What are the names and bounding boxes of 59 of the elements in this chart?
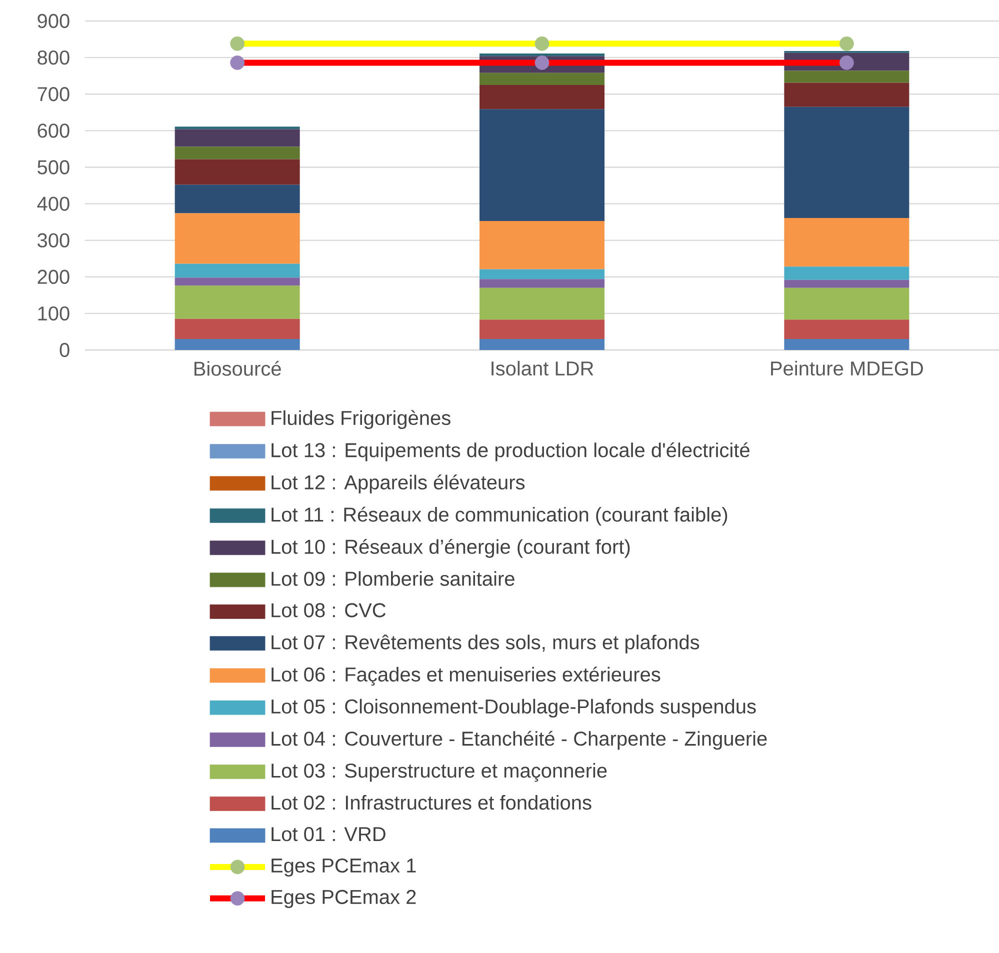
bar	[174, 159, 300, 185]
y-tick-label: 400	[37, 196, 70, 211]
bar	[174, 184, 300, 214]
bar	[784, 320, 910, 340]
y-tick-label: 700	[38, 87, 70, 102]
legend-label: Lot 06 : Façades et menuiseries extérieures	[272, 666, 660, 686]
legend-label: Lot 11 : Réseaux de communication (courant faible)	[272, 506, 728, 526]
y-tick-label: 900	[38, 14, 70, 28]
bar	[480, 220, 605, 270]
bar	[784, 218, 910, 267]
bar	[480, 320, 605, 340]
y-tick-label: 100	[38, 306, 70, 321]
bar	[480, 84, 605, 110]
legend-label: Lot 10 : Réseaux d’énergie (courant fort)	[272, 538, 630, 558]
bar	[480, 54, 605, 56]
bar	[784, 280, 910, 288]
bar	[174, 278, 300, 286]
legend-label: Lot 13 : Equipements de production locale d'électricité	[272, 442, 750, 462]
y-tick-label: 300	[38, 233, 70, 248]
legend-label: Lot 02 : Infrastructures et fondations	[272, 795, 592, 810]
bar	[174, 213, 300, 264]
legend-label: Lot 09 : Plomberie sanitaire	[272, 571, 514, 586]
legend-label: Lot 04 : Couverture - Etanchéité - Charpente - Zinguerie	[272, 730, 767, 750]
bar	[784, 266, 910, 280]
legend-label: Eges PCEmax 1	[272, 858, 416, 877]
legend-label: Lot 08 : CVC	[272, 603, 386, 618]
legend-label: Fluides Frigorigènes	[272, 410, 450, 430]
legend-label: Lot 07 : Revêtements des sols, murs et plafonds	[272, 634, 700, 654]
bar	[480, 72, 605, 85]
bar	[480, 339, 605, 350]
legend-label: Lot 05 : Cloisonnement-Doublage-Plafonds suspendus	[272, 698, 756, 718]
x-tick-label: Isolant LDR	[492, 360, 594, 376]
bar	[784, 339, 910, 350]
y-tick-label: 500	[38, 160, 70, 174]
y-tick-label: 200	[38, 270, 70, 284]
bar	[480, 109, 605, 221]
y-tick-label: 0	[60, 342, 70, 358]
bar	[784, 70, 910, 83]
bar	[174, 126, 300, 130]
bar	[174, 318, 300, 340]
bar	[784, 82, 910, 107]
bar	[174, 286, 300, 319]
bar	[480, 279, 605, 288]
x-tick-label: Biosourcé	[194, 360, 281, 376]
legend-label: Lot 12 : Appareils élévateurs	[272, 474, 525, 494]
x-tick-label: Peinture MDEGD	[771, 360, 923, 376]
y-tick-label: 800	[38, 50, 70, 65]
legend-label: Eges PCEmax 2	[272, 890, 416, 908]
bar	[174, 339, 300, 350]
bar	[784, 106, 910, 218]
bar	[784, 288, 910, 320]
legend-label: Lot 01 : VRD	[272, 827, 386, 842]
bar	[480, 269, 605, 280]
bar	[174, 146, 300, 160]
y-tick-label: 600	[38, 124, 70, 138]
bar	[174, 264, 300, 278]
bar	[174, 129, 300, 147]
bar	[480, 288, 605, 320]
legend-label: Lot 03 : Superstructure et maçonnerie	[272, 763, 607, 782]
